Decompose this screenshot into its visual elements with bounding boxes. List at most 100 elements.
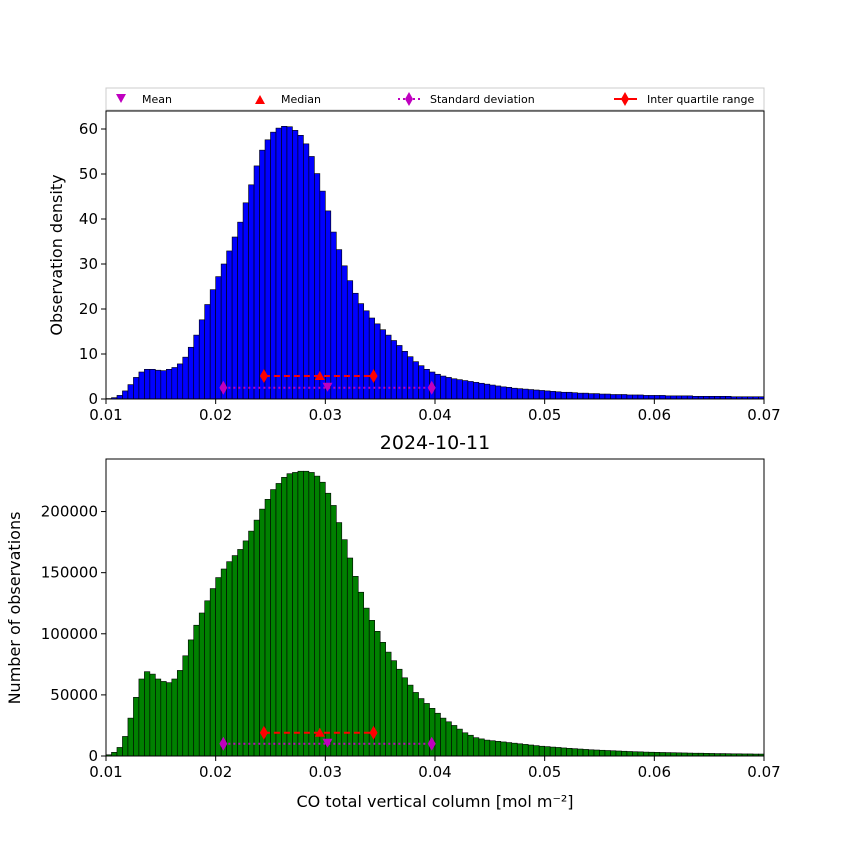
density-bar bbox=[538, 390, 545, 400]
count-bar bbox=[385, 651, 392, 757]
count-bar bbox=[357, 591, 365, 757]
density-statistics bbox=[219, 369, 436, 395]
count-y-tick-label: 100000 bbox=[41, 625, 98, 643]
density-bar bbox=[599, 393, 606, 400]
density-bar bbox=[566, 391, 573, 400]
density-bar bbox=[226, 250, 233, 400]
count-bar bbox=[516, 743, 524, 757]
count-bar bbox=[571, 748, 578, 757]
density-bar bbox=[149, 368, 156, 400]
count-bar bbox=[451, 725, 458, 757]
count-x-tick-label: 0.02 bbox=[199, 763, 232, 781]
density-bar bbox=[204, 304, 211, 400]
density-bar bbox=[462, 380, 469, 400]
density-iqr-marker bbox=[369, 369, 378, 384]
count-bar bbox=[187, 639, 195, 757]
count-bar bbox=[615, 750, 622, 757]
count-bar bbox=[511, 742, 518, 757]
count-bar bbox=[144, 671, 151, 757]
count-bar bbox=[440, 717, 447, 757]
density-y-tick-label: 10 bbox=[79, 345, 98, 363]
count-bar bbox=[599, 749, 606, 757]
count-bar bbox=[149, 673, 156, 757]
count-bar bbox=[319, 481, 326, 757]
density-bar bbox=[253, 165, 260, 400]
count-bar bbox=[582, 749, 589, 757]
count-bar bbox=[659, 752, 666, 757]
legend-frame bbox=[105, 87, 765, 111]
density-bar bbox=[171, 367, 178, 400]
count-bar bbox=[166, 682, 173, 757]
density-bar bbox=[643, 395, 650, 400]
density-bar bbox=[604, 393, 611, 400]
count-bar bbox=[522, 744, 529, 757]
density-bar bbox=[122, 390, 129, 400]
count-bar bbox=[220, 568, 227, 757]
density-bar bbox=[281, 126, 288, 400]
density-bar bbox=[522, 388, 529, 400]
density-bar bbox=[654, 395, 661, 400]
density-bar bbox=[648, 395, 655, 400]
density-bar bbox=[637, 394, 644, 400]
count-bar bbox=[198, 612, 206, 757]
count-bar bbox=[390, 660, 397, 757]
density-x-tick-label: 0.01 bbox=[89, 406, 122, 424]
legend-iqr-label: Inter quartile range bbox=[647, 93, 754, 106]
density-bar bbox=[500, 386, 507, 400]
count-bar bbox=[434, 712, 441, 757]
count-bar bbox=[275, 483, 282, 757]
density-bar bbox=[456, 379, 463, 400]
density-bar bbox=[560, 391, 567, 400]
density-y-tick-label: 60 bbox=[79, 120, 98, 138]
density-bar bbox=[473, 382, 480, 400]
count-bar bbox=[286, 473, 293, 757]
density-bar bbox=[144, 368, 151, 400]
density-bar bbox=[155, 369, 162, 400]
count-iqr-marker bbox=[369, 725, 378, 740]
density-bar bbox=[626, 394, 633, 400]
density-y-tick-label: 0 bbox=[88, 390, 98, 408]
density-bar bbox=[319, 190, 326, 400]
count-bar bbox=[412, 692, 419, 757]
density-x-tick-label: 0.06 bbox=[638, 406, 671, 424]
count-bar bbox=[111, 752, 118, 757]
density-bar bbox=[303, 143, 310, 400]
density-x-tick-label: 0.02 bbox=[199, 406, 232, 424]
density-bar bbox=[292, 130, 299, 400]
count-bar bbox=[182, 655, 189, 757]
count-bar bbox=[133, 697, 140, 757]
density-y-tick-label: 40 bbox=[79, 210, 98, 228]
count-x-tick-label: 0.06 bbox=[638, 763, 671, 781]
density-bar bbox=[198, 319, 206, 400]
count-bar bbox=[538, 745, 545, 757]
density-bar bbox=[401, 350, 408, 400]
density-bar bbox=[533, 389, 540, 400]
count-bar bbox=[242, 540, 249, 757]
count-bar bbox=[248, 530, 255, 757]
density-bar bbox=[220, 263, 227, 400]
density-bar bbox=[116, 395, 123, 400]
count-bars bbox=[105, 470, 765, 757]
count-bar bbox=[489, 740, 496, 757]
density-bar bbox=[346, 280, 354, 400]
count-bar bbox=[204, 600, 211, 757]
density-bar bbox=[588, 393, 595, 400]
density-bar bbox=[215, 276, 222, 400]
count-bar bbox=[226, 561, 233, 757]
density-bar bbox=[610, 394, 617, 400]
count-bar bbox=[664, 752, 672, 757]
density-bar bbox=[127, 384, 134, 400]
density-bar bbox=[270, 131, 277, 400]
count-bar bbox=[253, 519, 260, 757]
count-x-tick-label: 0.01 bbox=[89, 763, 122, 781]
count-bar bbox=[127, 717, 134, 757]
count-bar bbox=[264, 499, 271, 757]
density-bar bbox=[516, 388, 524, 400]
density-x-tick-label: 0.04 bbox=[418, 406, 451, 424]
count-bar bbox=[527, 744, 534, 757]
count-y-tick-label: 150000 bbox=[41, 564, 98, 582]
density-iqr-marker bbox=[259, 369, 268, 384]
count-bar bbox=[478, 738, 485, 757]
count-x-tick-label: 0.04 bbox=[418, 763, 451, 781]
